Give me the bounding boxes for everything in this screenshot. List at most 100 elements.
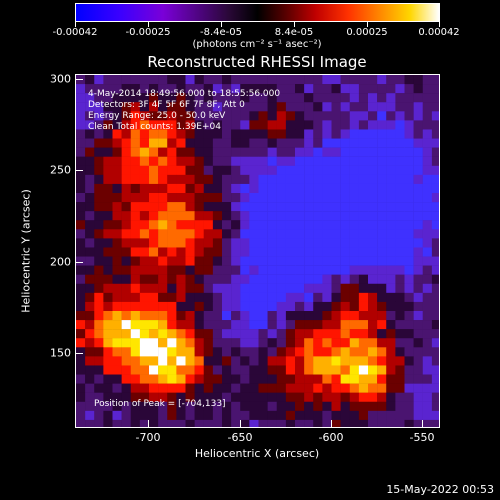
- heatmap-cell: [103, 329, 113, 339]
- heatmap-cell: [249, 274, 259, 284]
- heatmap-cell: [340, 356, 350, 366]
- heatmap-cell: [231, 247, 241, 257]
- heatmap-cell: [203, 374, 214, 384]
- heatmap-cell: [386, 256, 396, 266]
- heatmap-cell: [203, 247, 214, 257]
- heatmap-cell: [149, 156, 159, 166]
- heatmap-cell: [185, 365, 195, 375]
- heatmap-cell: [431, 392, 439, 402]
- heatmap-cell: [313, 93, 323, 103]
- heatmap-cell: [258, 229, 268, 239]
- heatmap-cell: [386, 93, 396, 103]
- heatmap-cell: [240, 247, 250, 257]
- heatmap-cell: [413, 120, 423, 130]
- heatmap-cell: [240, 274, 250, 284]
- heatmap-cell: [103, 301, 113, 312]
- heatmap-cell: [267, 365, 277, 375]
- heatmap-cell: [222, 183, 232, 194]
- heatmap-cell: [386, 419, 396, 427]
- heatmap-cell: [276, 120, 287, 130]
- heatmap-cell: [331, 265, 341, 275]
- heatmap-cell: [203, 93, 214, 103]
- heatmap-cell: [331, 102, 341, 112]
- heatmap-cell: [167, 120, 177, 130]
- heatmap-cell: [267, 247, 277, 257]
- heatmap-cell: [368, 238, 378, 248]
- heatmap-cell: [295, 84, 305, 94]
- heatmap-cell: [112, 274, 122, 284]
- heatmap-cell: [167, 374, 177, 384]
- heatmap-cell: [368, 102, 378, 112]
- heatmap-cell: [94, 292, 104, 303]
- heatmap-cell: [285, 274, 296, 284]
- heatmap-cell: [76, 229, 86, 239]
- heatmap-cell: [386, 292, 396, 303]
- heatmap-cell: [139, 301, 150, 312]
- heatmap-cell: [413, 147, 423, 157]
- heatmap-cell: [422, 138, 433, 148]
- heatmap-cell: [395, 410, 405, 421]
- heatmap-cell: [377, 419, 387, 427]
- heatmap-cell: [340, 102, 350, 112]
- heatmap-cell: [76, 338, 86, 348]
- heatmap-cell: [285, 211, 296, 221]
- heatmap-cell: [185, 256, 195, 266]
- heatmap-cell: [258, 419, 268, 427]
- heatmap-cell: [358, 238, 369, 248]
- heatmap-cell: [176, 383, 186, 393]
- heatmap-cell: [258, 238, 268, 248]
- heatmap-cell: [395, 374, 405, 384]
- peak-position-label: Position of Peak = [-704,133]: [94, 399, 226, 409]
- heatmap-cell: [130, 147, 141, 157]
- heatmap-cell: [322, 347, 332, 357]
- heatmap-cell: [340, 129, 350, 139]
- heatmap-cell: [240, 374, 250, 384]
- heatmap-cell: [112, 320, 122, 330]
- heatmap-cell: [422, 165, 433, 176]
- heatmap-cell: [249, 93, 259, 103]
- heatmap-cell: [404, 410, 414, 421]
- heatmap-cell: [249, 174, 259, 185]
- heatmap-cell: [267, 347, 277, 357]
- heatmap-cell: [249, 165, 259, 176]
- heatmap-cell: [176, 174, 186, 185]
- heatmap-cell: [158, 211, 168, 221]
- heatmap-cell: [203, 419, 214, 427]
- heatmap-cell: [413, 329, 423, 339]
- heatmap-cell: [322, 383, 332, 393]
- heatmap-cell: [395, 338, 405, 348]
- heatmap-cell: [194, 410, 204, 421]
- heatmap-cell: [413, 301, 423, 312]
- heatmap-cell: [194, 75, 204, 85]
- heatmap-cell: [431, 84, 439, 94]
- heatmap-cell: [85, 311, 95, 321]
- heatmap-cell: [349, 84, 360, 94]
- heatmap-cell: [158, 75, 168, 85]
- heatmap-cell: [222, 401, 232, 412]
- heatmap-cell: [139, 220, 150, 230]
- heatmap-cell: [94, 374, 104, 384]
- heatmap-cell: [413, 102, 423, 112]
- heatmap-cell: [94, 183, 104, 194]
- heatmap-cell: [185, 320, 195, 330]
- heatmap-cell: [203, 211, 214, 221]
- heatmap-cell: [158, 183, 168, 194]
- heatmap-cell: [139, 75, 150, 85]
- heatmap-cell: [386, 365, 396, 375]
- heatmap-cell: [395, 256, 405, 266]
- heatmap-cell: [139, 283, 150, 294]
- heatmap-cell: [94, 274, 104, 284]
- heatmap-cell: [258, 311, 268, 321]
- heatmap-cell: [139, 238, 150, 248]
- heatmap-cell: [422, 383, 433, 393]
- heatmap-cell: [358, 274, 369, 284]
- heatmap-cell: [103, 93, 113, 103]
- heatmap-cell: [249, 211, 259, 221]
- heatmap-cell: [358, 111, 369, 121]
- heatmap-cell: [185, 401, 195, 412]
- heatmap-cell: [304, 165, 314, 176]
- heatmap-cell: [121, 392, 131, 402]
- heatmap-cell: [240, 320, 250, 330]
- heatmap-cell: [240, 120, 250, 130]
- heatmap-cell: [158, 138, 168, 148]
